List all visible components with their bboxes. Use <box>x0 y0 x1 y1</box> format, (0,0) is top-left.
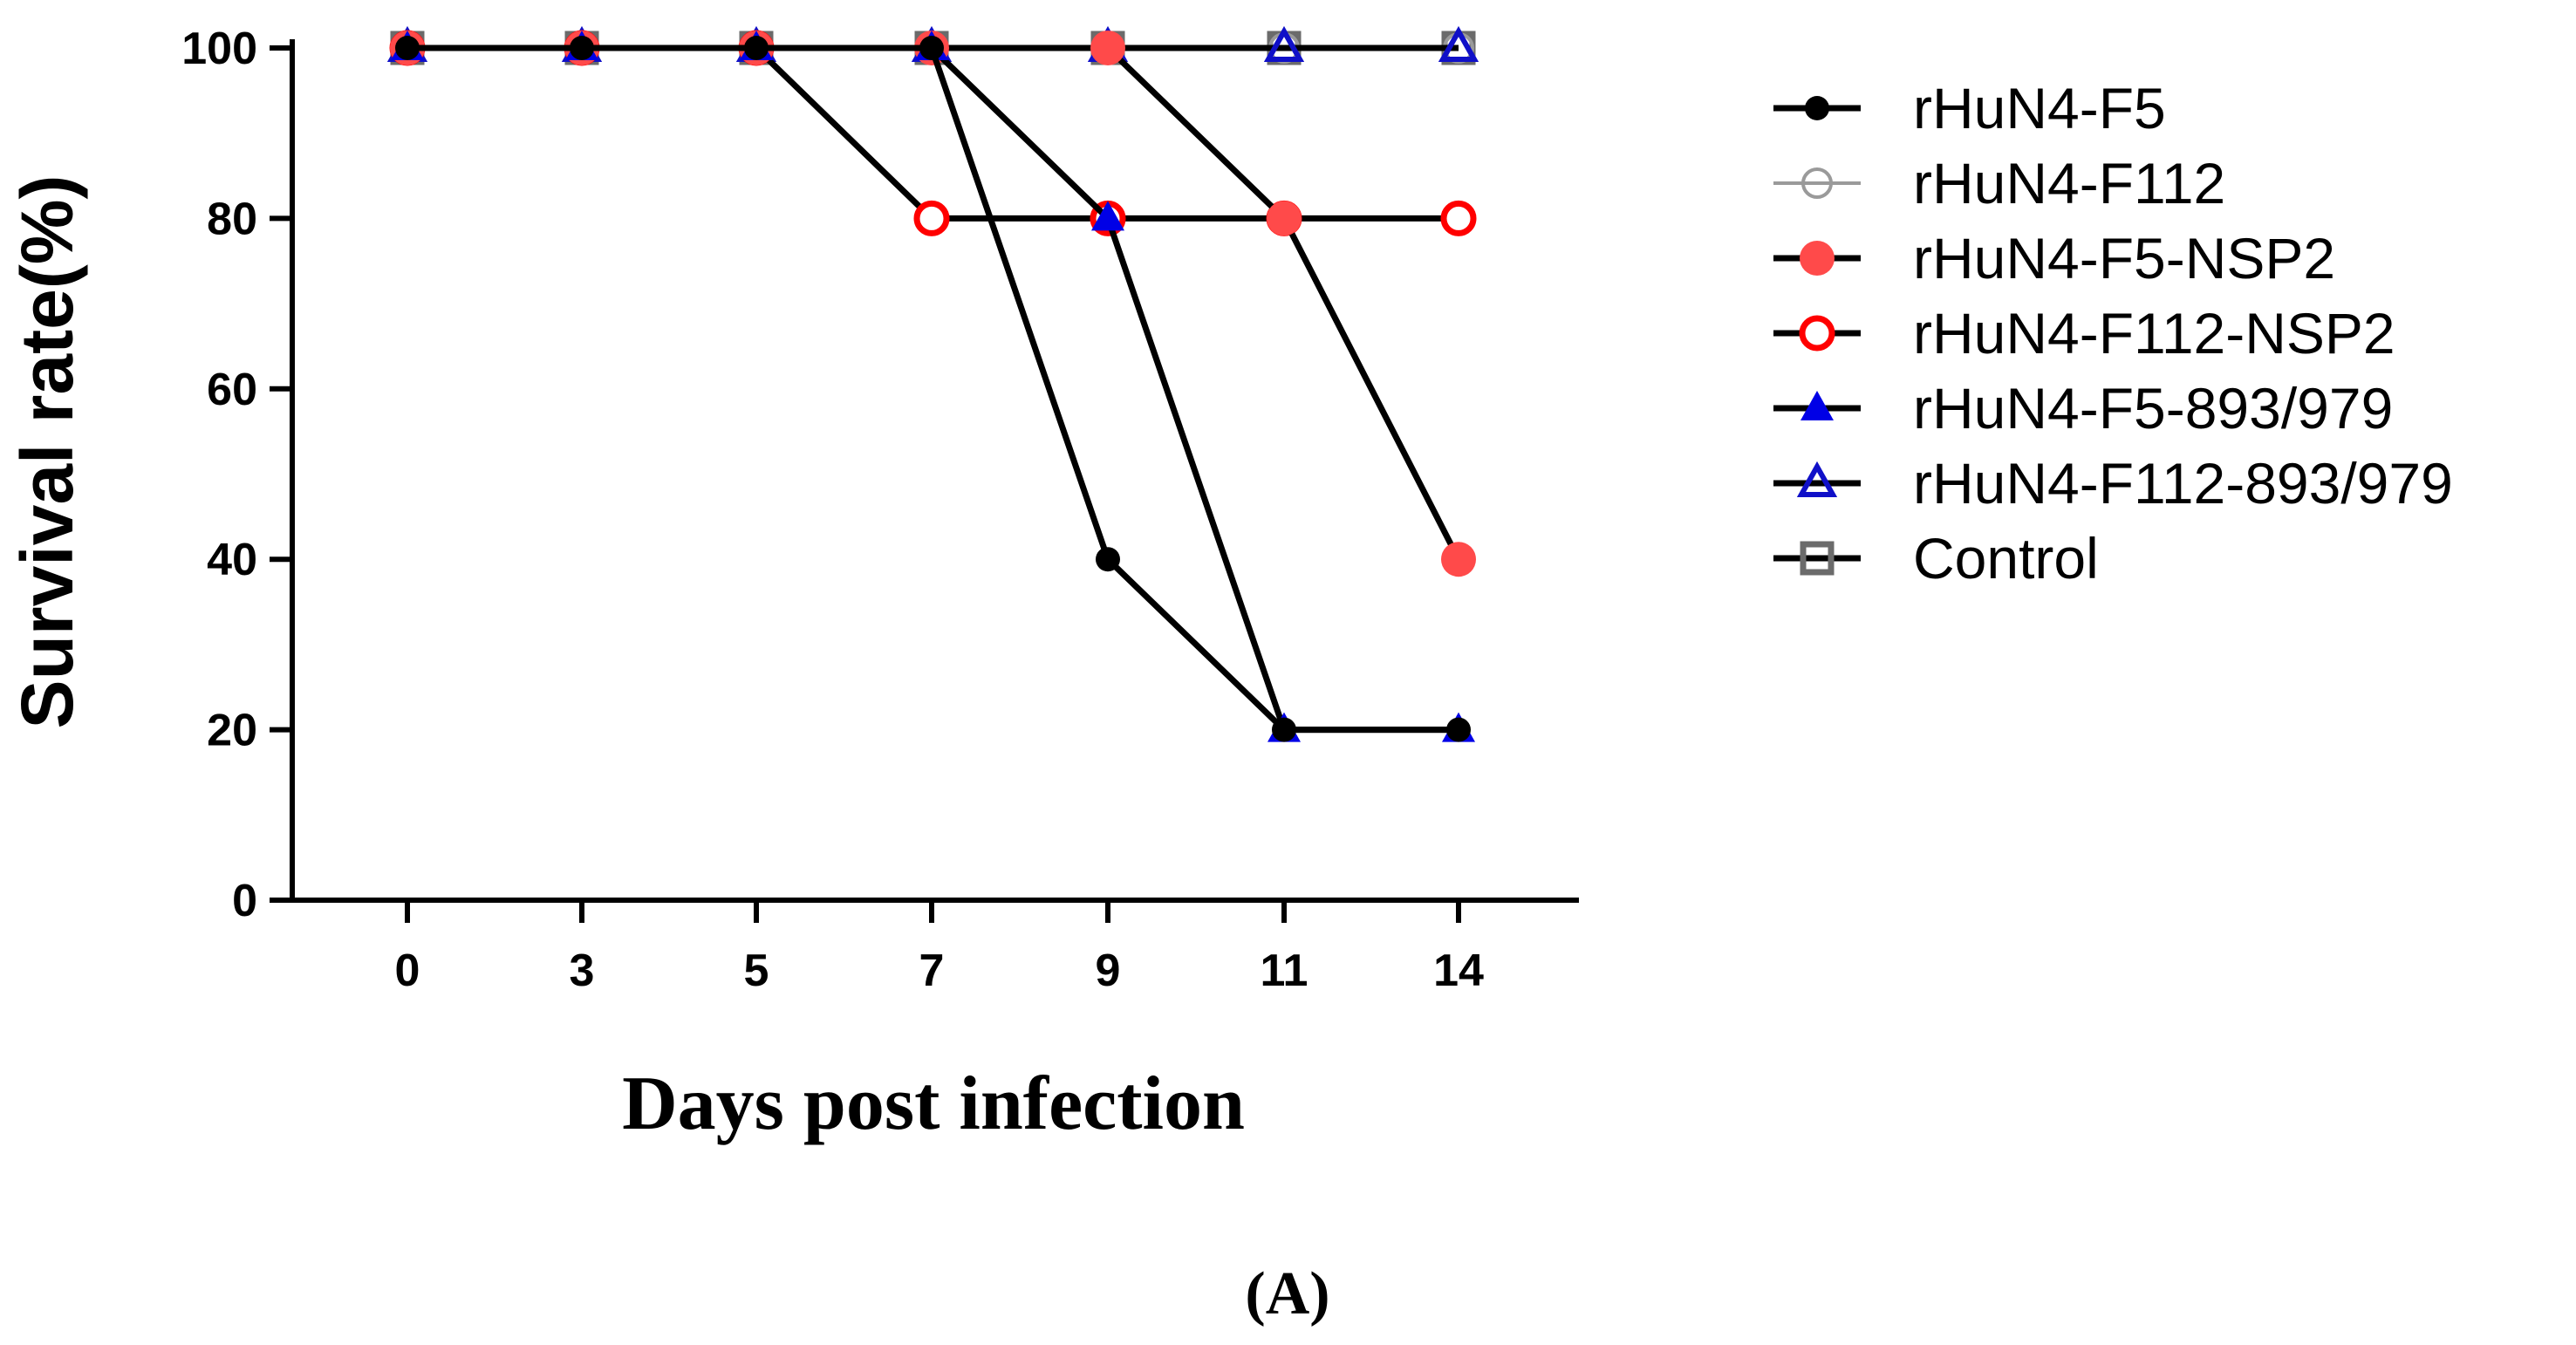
data-point <box>1440 200 1477 236</box>
y-tick-label: 100 <box>181 24 257 74</box>
data-point <box>1091 201 1124 231</box>
legend-marker <box>1805 96 1829 120</box>
panel-label: (A) <box>1245 1260 1329 1328</box>
x-tick-label: 3 <box>570 946 595 996</box>
y-tick-label: 60 <box>207 365 257 415</box>
x-tick-label: 11 <box>1261 946 1308 996</box>
data-point <box>1263 25 1305 62</box>
data-point <box>1441 542 1476 577</box>
data-point <box>1267 201 1302 236</box>
x-tick-label: 9 <box>1096 946 1121 996</box>
series-layer <box>386 25 1479 742</box>
legend-item: rHuN4-F5 <box>1773 76 2166 140</box>
legend-label: rHuN4-F112 <box>1913 151 2225 215</box>
data-point <box>570 36 594 60</box>
data-point <box>1446 717 1471 742</box>
data-point <box>913 200 950 236</box>
series-rhun4-f5-893-979 <box>391 31 1475 742</box>
data-point <box>1438 25 1479 62</box>
x-axis-title: Days post infection <box>622 1062 1245 1146</box>
legend-label: Control <box>1913 526 2099 591</box>
legend-label: rHuN4-F5-NSP2 <box>1913 226 2335 290</box>
legend-item: rHuN4-F5-NSP2 <box>1773 226 2335 290</box>
y-tick-label: 0 <box>232 876 257 926</box>
legend-marker <box>1799 315 1835 352</box>
data-point <box>1090 31 1125 65</box>
y-tick-label: 20 <box>207 706 257 756</box>
legend-marker <box>1800 391 1834 420</box>
series-line <box>407 44 1459 734</box>
series-line <box>407 44 1459 734</box>
legend-label: rHuN4-F112-893/979 <box>1913 451 2453 515</box>
series-line <box>407 44 1459 222</box>
legend-item: rHuN4-F112 <box>1773 151 2225 215</box>
x-tick-label: 0 <box>395 946 420 996</box>
legend-label: rHuN4-F112-NSP2 <box>1913 301 2395 365</box>
series-rhun4-f5-nsp2 <box>390 31 1476 577</box>
data-point <box>744 36 769 60</box>
y-tick-label: 40 <box>207 535 257 585</box>
legend-item: Control <box>1773 526 2099 591</box>
legend-item: rHuN4-F112-NSP2 <box>1773 301 2395 365</box>
x-tick-label: 5 <box>744 946 769 996</box>
legend-label: rHuN4-F5 <box>1913 76 2166 140</box>
axes: 0 20 40 60 80 100 0 3 5 7 9 11 14 <box>181 24 1579 996</box>
y-axis-title: Survival rate(%) <box>6 175 88 729</box>
legend-marker <box>1796 461 1838 497</box>
legend-item: rHuN4-F112-893/979 <box>1773 451 2453 515</box>
data-point <box>1096 547 1120 572</box>
y-tick-label: 80 <box>207 194 257 244</box>
legend-label: rHuN4-F5-893/979 <box>1913 376 2393 440</box>
legend-item: rHuN4-F5-893/979 <box>1773 376 2393 440</box>
series-line <box>407 44 1462 561</box>
x-tick-label: 7 <box>919 946 945 996</box>
legend: rHuN4-F5 rHuN4-F112 rHuN4-F5-NSP2 rHuN4-F11… <box>1773 76 2453 591</box>
legend-marker <box>1800 241 1835 276</box>
series-rhun4-f5 <box>395 36 1471 742</box>
x-tick-label: 14 <box>1433 946 1484 996</box>
legend-marker <box>1801 167 1833 199</box>
data-point <box>1272 717 1296 742</box>
data-point <box>919 36 944 60</box>
legend-marker <box>1800 541 1835 576</box>
data-point <box>395 36 420 60</box>
